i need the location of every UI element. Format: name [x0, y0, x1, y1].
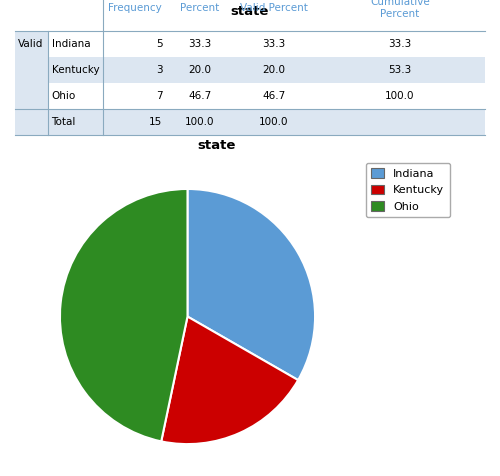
Text: 100.0: 100.0: [259, 117, 288, 127]
Text: Indiana: Indiana: [52, 40, 90, 50]
Bar: [48, 57, 485, 83]
Text: Valid Percent: Valid Percent: [240, 3, 308, 13]
Wedge shape: [60, 189, 188, 441]
Bar: [15, 83, 48, 109]
Text: Valid: Valid: [18, 40, 43, 50]
Text: 46.7: 46.7: [188, 91, 212, 101]
Text: 100.0: 100.0: [185, 117, 215, 127]
Text: 20.0: 20.0: [262, 65, 285, 75]
Bar: [48, 83, 485, 109]
Text: 33.3: 33.3: [188, 40, 212, 50]
Bar: [48, 109, 485, 135]
Text: 33.3: 33.3: [388, 40, 411, 50]
Wedge shape: [188, 189, 315, 380]
Text: Ohio: Ohio: [52, 91, 76, 101]
Text: Total: Total: [52, 117, 76, 127]
Text: Kentucky: Kentucky: [52, 65, 99, 75]
Text: 53.3: 53.3: [388, 65, 411, 75]
Legend: Indiana, Kentucky, Ohio: Indiana, Kentucky, Ohio: [366, 163, 450, 217]
Text: 3: 3: [156, 65, 162, 75]
Text: 20.0: 20.0: [188, 65, 212, 75]
Text: 33.3: 33.3: [262, 40, 285, 50]
Text: state: state: [231, 5, 269, 18]
Text: Percent: Percent: [180, 3, 220, 13]
Wedge shape: [161, 317, 298, 444]
Text: Frequency: Frequency: [108, 3, 162, 13]
Bar: [48, 31, 485, 57]
Text: Cumulative
Percent: Cumulative Percent: [370, 0, 430, 19]
Text: 46.7: 46.7: [262, 91, 285, 101]
Bar: [15, 109, 48, 135]
Text: 15: 15: [149, 117, 162, 127]
Text: 100.0: 100.0: [385, 91, 415, 101]
Bar: [15, 57, 48, 83]
Text: 5: 5: [156, 40, 162, 50]
Bar: [15, 31, 48, 57]
Text: state: state: [197, 139, 235, 152]
Text: 7: 7: [156, 91, 162, 101]
